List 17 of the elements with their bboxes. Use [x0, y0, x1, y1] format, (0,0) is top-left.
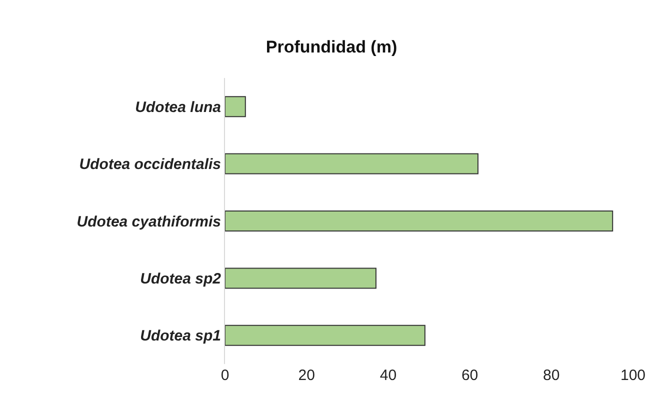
bar: [225, 153, 478, 174]
bar: [225, 96, 246, 118]
y-tick-label: Udotea sp2: [140, 270, 222, 288]
chart-title: Profundidad (m): [266, 37, 398, 56]
x-tick-label: 40: [380, 367, 397, 384]
x-tick-label: 80: [543, 367, 560, 384]
bar: [225, 324, 426, 346]
y-tick-label: Udotea luna: [135, 98, 221, 116]
y-tick-label: Udotea cyathiformis: [76, 213, 221, 230]
x-tick-label: 20: [298, 367, 315, 384]
y-tick-label: Udotea occidentalis: [79, 156, 221, 174]
bar: [225, 268, 376, 289]
y-tick-label: Udotea sp1: [140, 328, 221, 345]
x-tick-label: 100: [620, 367, 646, 384]
x-tick-label: 60: [461, 367, 478, 384]
bar: [225, 210, 614, 232]
x-tick-label: 0: [220, 367, 230, 384]
